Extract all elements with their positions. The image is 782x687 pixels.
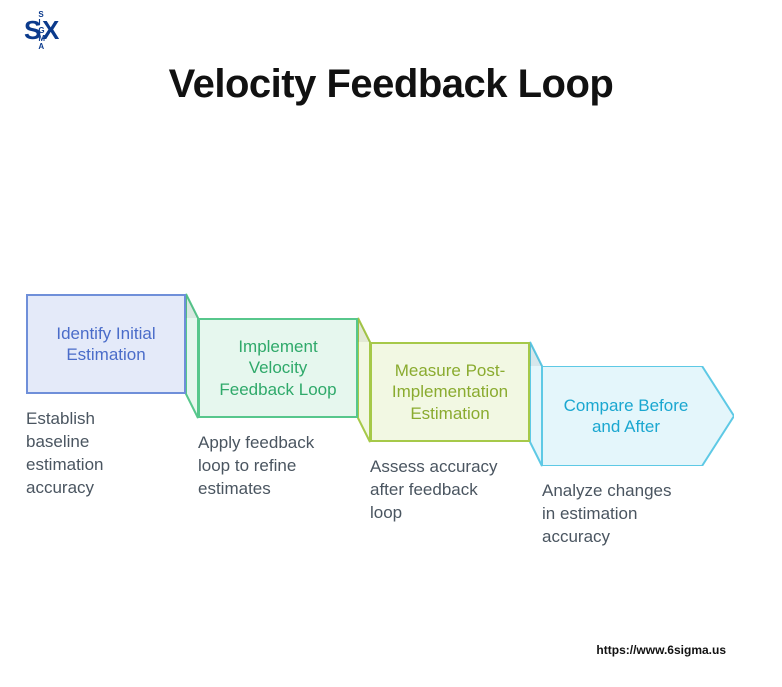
logo-x: X <box>42 15 58 45</box>
process-flow-diagram: Identify Initial Estimation Establish bas… <box>26 294 782 594</box>
logo-sigma: SIGMA <box>38 11 44 51</box>
footer-url: https://www.6sigma.us <box>596 643 726 657</box>
flow-step-desc: Establish baseline estimation accuracy <box>26 408 162 500</box>
flow-step-4: Compare Before and After <box>542 366 734 466</box>
flow-step-desc: Apply feedback loop to refine estimates <box>198 432 334 501</box>
flow-step-label: Compare Before and After <box>556 395 696 438</box>
flow-step-3: Measure Post-Implementation Estimation <box>370 342 530 442</box>
flow-step-desc: Analyze changes in estimation accuracy <box>542 480 678 549</box>
flow-step-desc: Assess accuracy after feedback loop <box>370 456 506 525</box>
flow-step-2: Implement Velocity Feedback Loop <box>198 318 358 418</box>
flow-step-label: Implement Velocity Feedback Loop <box>210 336 346 400</box>
flow-step-label: Identify Initial Estimation <box>38 323 174 366</box>
flow-step-label: Measure Post-Implementation Estimation <box>382 360 518 424</box>
flow-step-1: Identify Initial Estimation <box>26 294 186 394</box>
page-title: Velocity Feedback Loop <box>0 62 782 107</box>
logo: SSIGMAX <box>24 12 58 52</box>
